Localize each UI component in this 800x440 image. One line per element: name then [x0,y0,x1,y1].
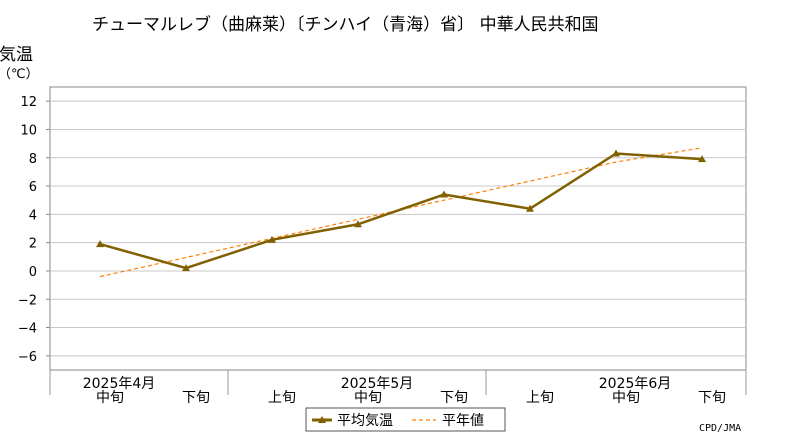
mean-point [96,240,104,248]
y-tick-label: 0 [29,265,37,280]
plot-area [49,86,747,371]
mean-point [354,220,362,228]
legend-box [305,407,506,432]
y-tick-label: 2 [29,237,37,252]
month-label: 2025年6月 [599,376,672,392]
y-tick-label: 6 [29,180,37,195]
x-tick-label: 中旬 [612,390,640,406]
x-tick-label: 中旬 [354,390,382,406]
y-axis-label-text: 気温 [0,45,33,65]
mean-point [612,149,620,157]
y-tick-label: −4 [18,322,37,337]
month-label: 2025年4月 [83,376,156,392]
x-axis: 中旬 下旬 上旬 中旬 下旬 上旬 中旬 下旬 2025年4月 2025年5月 2025年6月 [49,370,747,406]
y-tick-label: −6 [18,350,37,365]
legend-normal-label: 平年値 [442,413,484,429]
mean-point [182,264,190,272]
x-tick-label: 中旬 [96,390,124,406]
x-tick-label: 下旬 [698,390,726,406]
mean-line [99,152,703,270]
month-label: 2025年5月 [341,376,414,392]
legend-mean-marker [318,416,326,423]
mean-point [440,190,448,198]
legend-mean-label: 平均気温 [337,413,393,429]
grid [50,100,746,357]
mean-point [526,204,534,212]
y-tick-label: −2 [18,293,37,308]
y-tick-label: 4 [29,208,37,223]
y-axis-ticks: 12 10 8 6 4 2 0 −2 −4 −6 [18,95,50,365]
mean-point [698,155,706,163]
chart-title: チューマルレブ（曲麻莱）〔チンハイ（青海）省〕 中華人民共和国 [92,14,599,35]
mean-point [268,235,276,243]
legend: 平均気温 平年値 [305,407,506,432]
y-axis-label: 気温 [0,45,33,65]
x-tick-label: 上旬 [526,390,554,406]
credit: CPD/JMA [699,423,741,434]
y-axis-unit: （℃） [0,67,39,82]
x-tick-label: 上旬 [268,390,296,406]
y-tick-label: 12 [20,95,37,110]
x-tick-label: 下旬 [182,390,210,406]
y-tick-label: 8 [29,152,37,167]
x-tick-label: 下旬 [440,390,468,406]
y-tick-label: 10 [20,123,37,138]
series-mean-temperature [96,149,706,272]
